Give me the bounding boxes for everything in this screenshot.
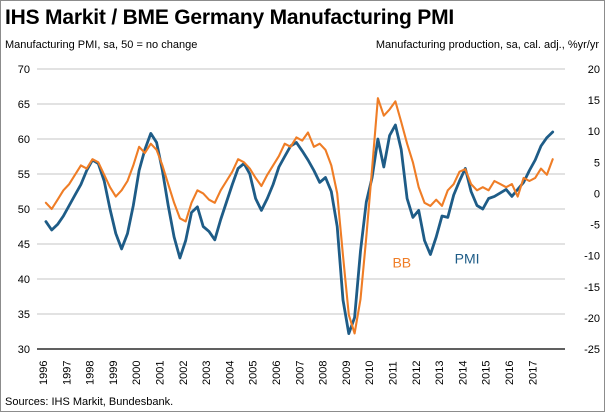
right-axis-tick-label: 5	[594, 157, 600, 169]
x-axis-tick-label: 1998	[85, 361, 97, 385]
x-axis-tick-label: 2017	[527, 361, 539, 385]
right-axis-title: Manufacturing production, sa, cal. adj.,…	[375, 39, 599, 51]
x-axis-tick-label: 1999	[108, 361, 120, 385]
x-axis-tick-label: 2009	[341, 361, 353, 385]
left-axis-tick-label: 30	[18, 344, 30, 356]
x-axis-tick-label: 2005	[248, 361, 260, 385]
right-axis-tick-label: 10	[588, 126, 600, 138]
x-axis-tick-label: 2008	[318, 361, 330, 385]
x-axis-tick-label: 2011	[388, 361, 400, 385]
x-axis-tick-label: 2014	[457, 361, 469, 385]
x-axis-tick-label: 2012	[411, 361, 423, 385]
x-axis-tick-label: 2000	[131, 361, 143, 385]
left-axis-tick-label: 70	[18, 64, 30, 76]
left-axis-tick-label: 40	[18, 274, 30, 286]
source-note: Sources: IHS Markit, Bundesbank.	[5, 396, 174, 408]
right-axis-tick-label: -20	[584, 313, 600, 325]
x-axis-tick-label: 2001	[155, 361, 167, 385]
page-title: IHS Markit / BME Germany Manufacturing P…	[5, 6, 455, 29]
left-axis-tick-label: 60	[18, 134, 30, 146]
x-axis-tick-label: 2003	[201, 361, 213, 385]
right-axis-tick-label: -5	[590, 220, 600, 232]
left-axis-tick-label: 35	[18, 309, 30, 321]
x-axis-tick-label: 2002	[178, 361, 190, 385]
x-axis-tick-label: 2015	[481, 361, 493, 385]
pmi-line	[44, 123, 555, 336]
right-axis-tick-label: -10	[584, 251, 600, 263]
axis-titles-row: Manufacturing PMI, sa, 50 = no change Ma…	[5, 39, 599, 51]
right-axis-tick-label: -25	[584, 344, 600, 356]
x-axis-tick-label: 1996	[38, 361, 50, 385]
left-axis-tick-label: 45	[18, 239, 30, 251]
left-axis-title: Manufacturing PMI, sa, 50 = no change	[5, 39, 198, 51]
left-axis-tick-label: 55	[18, 169, 30, 181]
bb-series-label: BB	[392, 254, 411, 270]
right-axis-tick-label: 20	[588, 64, 600, 76]
x-axis-tick-label: 2013	[434, 361, 446, 385]
x-axis-tick-label: 1997	[61, 361, 73, 385]
x-axis-tick-label: 2016	[504, 361, 516, 385]
right-axis-tick-label: -15	[584, 282, 600, 294]
left-axis-tick-label: 65	[18, 99, 30, 111]
x-axis-tick-label: 2007	[294, 361, 306, 385]
right-axis-tick-label: 0	[594, 188, 600, 200]
left-axis-tick-label: 50	[18, 204, 30, 216]
pmi-series-label: PMI	[455, 251, 480, 267]
bb-line	[44, 97, 554, 335]
right-axis-tick-label: 15	[588, 95, 600, 107]
x-axis-tick-label: 2006	[271, 361, 283, 385]
x-axis-tick-label: 2010	[364, 361, 376, 385]
x-axis-tick-label: 2004	[224, 361, 236, 385]
